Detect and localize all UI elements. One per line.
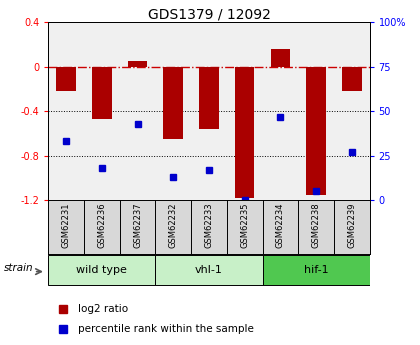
Text: GSM62239: GSM62239	[347, 203, 356, 248]
Bar	[342, 67, 362, 91]
Text: log2 ratio: log2 ratio	[78, 304, 128, 314]
Bar	[235, 67, 255, 198]
Text: wild type: wild type	[76, 265, 127, 275]
Bar	[92, 67, 112, 119]
Bar	[306, 67, 326, 195]
Text: percentile rank within the sample: percentile rank within the sample	[78, 324, 254, 334]
Text: GSM62238: GSM62238	[312, 203, 320, 248]
Text: hif-1: hif-1	[304, 265, 328, 275]
Text: GSM62235: GSM62235	[240, 203, 249, 248]
Bar	[270, 49, 290, 67]
Text: GSM62236: GSM62236	[97, 203, 106, 248]
Text: GSM62237: GSM62237	[133, 203, 142, 248]
Bar	[262, 255, 370, 285]
Text: GSM62232: GSM62232	[169, 203, 178, 248]
Text: GSM62234: GSM62234	[276, 203, 285, 248]
Text: strain: strain	[4, 263, 34, 273]
Bar	[48, 255, 155, 285]
Title: GDS1379 / 12092: GDS1379 / 12092	[147, 7, 270, 21]
Bar	[155, 255, 262, 285]
Text: GSM62233: GSM62233	[205, 203, 213, 248]
Bar	[56, 67, 76, 91]
Text: GSM62231: GSM62231	[62, 203, 71, 248]
Bar	[128, 61, 147, 67]
Bar	[199, 67, 219, 129]
Text: vhl-1: vhl-1	[195, 265, 223, 275]
Bar	[163, 67, 183, 139]
